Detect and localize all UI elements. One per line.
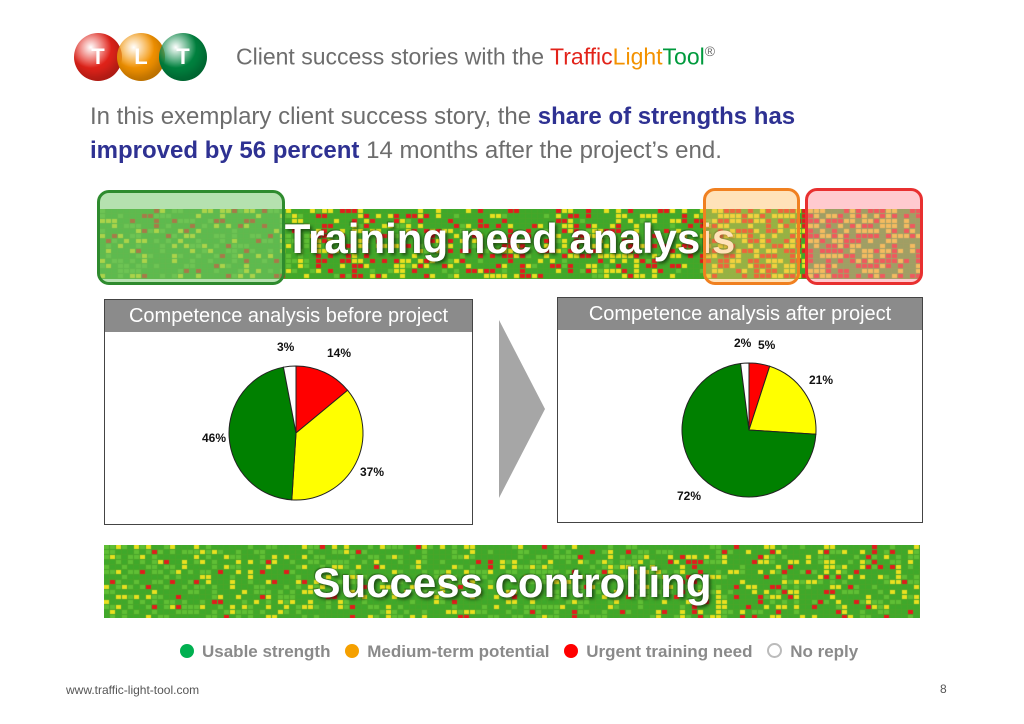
pie-slice-medium-term-potential (748, 365, 817, 435)
pie-data-label: 14% (327, 346, 351, 360)
pie-slice-no-reply (740, 362, 750, 431)
pie-slice-usable-strength (228, 366, 297, 501)
logo-ball-l: L (117, 33, 165, 81)
legend-dot-orange-icon (345, 644, 360, 658)
logo-ball-t1: T (74, 33, 122, 81)
logo-ball-t2: T (159, 33, 207, 81)
highlight-green-box (97, 190, 285, 285)
pie-data-label: 5% (758, 338, 776, 352)
legend-dot-red-icon (564, 644, 579, 658)
page-number: 8 (940, 682, 947, 696)
heatmap-banner-bottom: Success controlling (104, 545, 920, 618)
pie-data-label: 72% (677, 489, 701, 503)
pie-data-label: 21% (809, 373, 833, 387)
pie-after-svg: 5% 21% 72% 2% (677, 336, 833, 503)
legend-item-medium-term: Medium-term potential (345, 642, 550, 662)
page-title: Client success stories with the TrafficL… (236, 43, 716, 70)
pie-slice-no-reply (282, 365, 297, 434)
chart-after-title: Competence analysis after project (558, 298, 922, 330)
heatmap-bottom-canvas (104, 545, 920, 618)
legend-dot-white-icon (767, 643, 783, 658)
chart-before: Competence analysis before project 14% 37… (104, 299, 473, 525)
pie-slice-medium-term-potential (291, 389, 364, 501)
pie-data-label: 37% (360, 465, 384, 479)
subtitle-highlight: share of strengths has improved by 56 pe… (90, 103, 796, 164)
legend-item-usable-strength: Usable strength (180, 642, 330, 662)
legend-item-no-reply: No reply (767, 642, 858, 662)
pie-data-label: 3% (277, 340, 295, 354)
legend-dot-green-icon (180, 644, 194, 658)
chart-after: Competence analysis after project 5% 21% 7… (557, 297, 923, 523)
pie-data-label: 46% (202, 431, 226, 445)
pie-before-svg: 14% 37% 46% 3% (202, 340, 384, 501)
tlt-logo: T L T (74, 33, 207, 83)
legend: Usable strength Medium-term potential Ur… (180, 642, 868, 662)
banner-bottom-title: Success controlling (312, 559, 712, 606)
subtitle: In this exemplary client success story, … (90, 103, 796, 164)
highlight-orange-box (703, 188, 800, 285)
chart-before-title: Competence analysis before project (105, 300, 472, 332)
pie-slice-usable-strength (681, 362, 817, 498)
pie-slice-urgent-training-need (295, 365, 349, 435)
highlight-red-box (805, 188, 923, 285)
arrow-right-icon (499, 320, 545, 498)
footer-url: www.traffic-light-tool.com (66, 683, 200, 697)
pie-data-label: 2% (734, 336, 752, 350)
banner-top-title: Training need analysis (284, 215, 736, 262)
legend-item-urgent: Urgent training need (564, 642, 752, 662)
